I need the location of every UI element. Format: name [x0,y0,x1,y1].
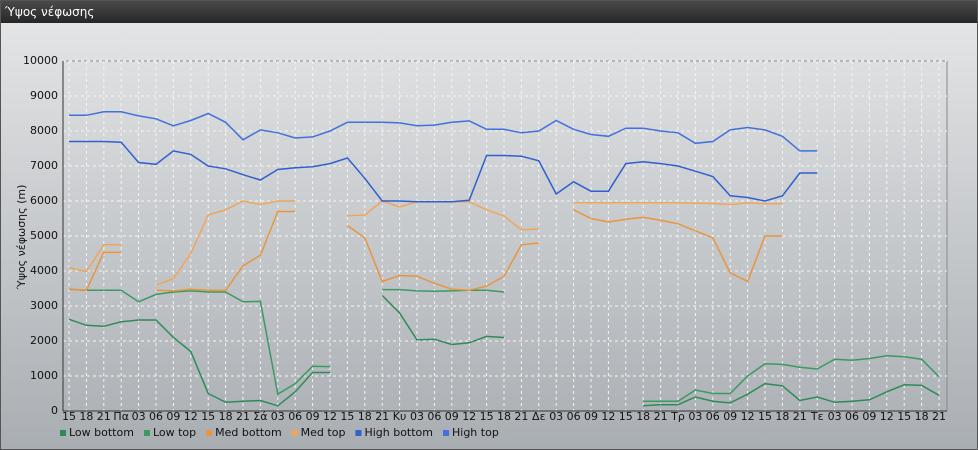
x-tick-label: 18 [915,410,929,423]
x-tick-label: 15 [201,410,215,423]
x-tick-label: 18 [497,410,511,423]
x-tick-label: 12 [880,410,894,423]
x-tick-label: 15 [619,410,633,423]
legend-label: Med bottom [215,426,282,439]
y-tick-label: 7000 [30,159,58,172]
x-tick-label: 18 [636,410,650,423]
x-tick-label: 15 [758,410,772,423]
x-tick-label: 03 [410,410,424,423]
y-tick-label: 5000 [30,229,58,242]
x-tick-label: 06 [288,410,302,423]
legend-swatch [355,430,362,436]
x-tick-label: 06 [845,410,859,423]
x-tick-label: 21 [375,410,389,423]
x-tick-label: 06 [149,410,163,423]
x-tick-label: 21 [97,410,111,423]
x-tick-label: Πα [113,410,129,423]
x-tick-label: 21 [793,410,807,423]
y-tick-label: 9000 [30,89,58,102]
y-tick-label: 6000 [30,194,58,207]
y-axis-label: Ύψος νέφωσης (m) [15,185,28,291]
x-tick-label: 18 [79,410,93,423]
x-tick-label: 09 [445,410,459,423]
x-tick-label: 12 [462,410,476,423]
y-tick-label: 0 [51,404,58,417]
x-tick-label: 21 [932,410,946,423]
x-tick-label: Τρ [670,410,685,423]
x-tick-label: Δε [532,410,546,423]
x-tick-label: 18 [219,410,233,423]
x-tick-label: 03 [549,410,563,423]
y-tick-label: 3000 [30,299,58,312]
y-tick-label: 8000 [30,124,58,137]
x-tick-label: 03 [271,410,285,423]
series-line [68,200,783,286]
x-tick-label: 06 [706,410,720,423]
x-tick-label: 15 [480,410,494,423]
x-tick-label: Τε [810,410,824,423]
x-tick-label: 18 [775,410,789,423]
series-line [68,288,940,402]
x-tick-label: 12 [184,410,198,423]
legend-swatch [60,430,66,436]
legend-label: Low bottom [69,426,134,439]
series-line [68,294,940,407]
legend-swatch [206,430,213,436]
y-tick-label: 1000 [30,369,58,382]
x-tick-label: 21 [654,410,668,423]
legend-label: Med top [301,426,346,439]
series-line [69,111,818,152]
x-tick-label: 12 [323,410,337,423]
x-tick-label: 21 [236,410,250,423]
x-tick-label: 09 [306,410,320,423]
legend-label: High top [452,426,499,439]
series-line [69,140,818,203]
x-tick-label: 21 [514,410,528,423]
x-tick-label: 15 [897,410,911,423]
x-tick-label: 12 [741,410,755,423]
series-line [68,209,783,292]
x-tick-label: 06 [427,410,441,423]
y-tick-label: 2000 [30,334,58,347]
legend-swatch [443,430,449,436]
x-tick-label: 03 [132,410,146,423]
chart: Ύψος νέφωσης (m) 0 1000 2000 3000 4000 5000 60… [15,54,948,439]
y-tick-label: 10000 [23,54,58,67]
title-bar: Ύψος νέφωσης [1,1,977,23]
x-tick-label: 15 [340,410,354,423]
x-tick-label: 12 [601,410,615,423]
x-tick-label: 09 [862,410,876,423]
legend-label: Low top [153,426,196,439]
x-tick-label: 09 [166,410,180,423]
x-tick-label: Κυ [393,410,407,423]
y-tick-label: 4000 [30,264,58,277]
x-tick-label: 06 [567,410,581,423]
x-tick-label: 03 [828,410,842,423]
legend-label: High bottom [364,426,433,439]
legend-swatch [291,430,298,436]
x-tick-label: 09 [723,410,737,423]
x-tick-label: 18 [358,410,372,423]
x-tick-label: 15 [62,410,76,423]
legend-swatch [143,430,150,436]
x-tick-label: Σά [253,410,267,423]
x-tick-label: 09 [584,410,598,423]
x-tick-label: 03 [688,410,702,423]
